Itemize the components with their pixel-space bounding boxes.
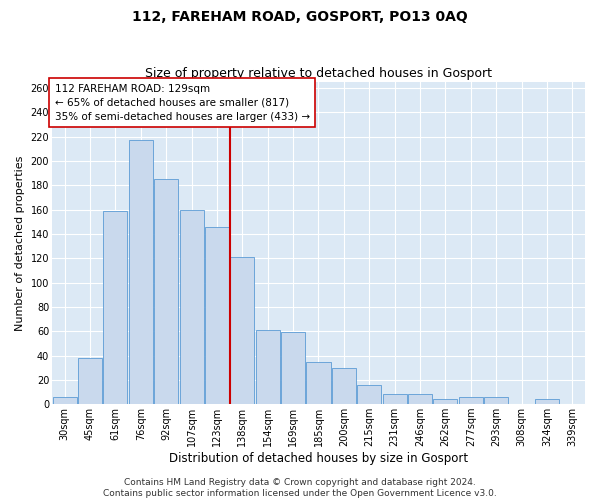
Bar <box>179 210 203 404</box>
Bar <box>383 394 407 404</box>
Bar <box>230 257 254 404</box>
Bar <box>459 397 483 404</box>
X-axis label: Distribution of detached houses by size in Gosport: Distribution of detached houses by size … <box>169 452 468 465</box>
Bar <box>129 140 153 404</box>
Bar <box>103 211 127 404</box>
Bar <box>433 400 457 404</box>
Bar <box>53 397 77 404</box>
Text: 112, FAREHAM ROAD, GOSPORT, PO13 0AQ: 112, FAREHAM ROAD, GOSPORT, PO13 0AQ <box>132 10 468 24</box>
Bar <box>307 362 331 404</box>
Bar <box>408 394 432 404</box>
Bar <box>484 397 508 404</box>
Bar <box>78 358 102 404</box>
Text: Contains HM Land Registry data © Crown copyright and database right 2024.
Contai: Contains HM Land Registry data © Crown c… <box>103 478 497 498</box>
Bar <box>205 226 229 404</box>
Bar <box>357 384 382 404</box>
Text: 112 FAREHAM ROAD: 129sqm
← 65% of detached houses are smaller (817)
35% of semi-: 112 FAREHAM ROAD: 129sqm ← 65% of detach… <box>55 84 310 122</box>
Bar <box>256 330 280 404</box>
Bar <box>535 400 559 404</box>
Y-axis label: Number of detached properties: Number of detached properties <box>15 156 25 331</box>
Bar <box>281 332 305 404</box>
Bar <box>154 180 178 404</box>
Title: Size of property relative to detached houses in Gosport: Size of property relative to detached ho… <box>145 66 492 80</box>
Bar <box>332 368 356 404</box>
